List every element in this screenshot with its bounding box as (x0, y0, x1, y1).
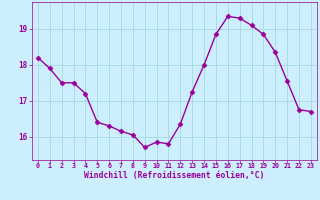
X-axis label: Windchill (Refroidissement éolien,°C): Windchill (Refroidissement éolien,°C) (84, 171, 265, 180)
